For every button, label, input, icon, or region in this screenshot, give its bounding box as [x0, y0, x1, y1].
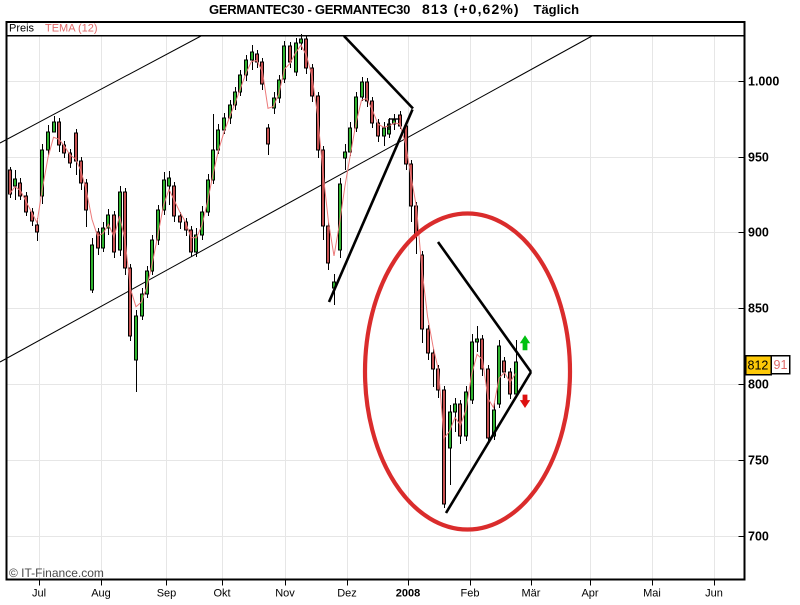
- svg-text:GERMANTEC30 - GERMANTEC30: GERMANTEC30 - GERMANTEC30: [209, 2, 410, 17]
- svg-text:950: 950: [748, 151, 769, 165]
- svg-text:Preis: Preis: [9, 23, 35, 35]
- svg-text:812: 812: [748, 359, 769, 373]
- svg-text:91: 91: [774, 358, 788, 372]
- svg-text:900: 900: [748, 226, 769, 240]
- svg-text:700: 700: [748, 530, 769, 544]
- svg-text:Jul: Jul: [32, 588, 46, 600]
- svg-text:Okt: Okt: [213, 588, 230, 600]
- svg-text:850: 850: [748, 302, 769, 316]
- svg-text:Apr: Apr: [581, 588, 598, 600]
- svg-text:Nov: Nov: [275, 588, 295, 600]
- svg-text:Mai: Mai: [643, 588, 661, 600]
- svg-text:TEMA (12): TEMA (12): [45, 23, 98, 35]
- svg-text:Täglich: Täglich: [534, 2, 580, 17]
- svg-text:Jun: Jun: [705, 588, 723, 600]
- svg-text:Sep: Sep: [157, 588, 177, 600]
- svg-text:800: 800: [748, 378, 769, 392]
- svg-text:Aug: Aug: [91, 588, 111, 600]
- svg-text:813 (+0,62%): 813 (+0,62%): [422, 1, 520, 17]
- svg-text:750: 750: [748, 454, 769, 468]
- svg-text:1.000: 1.000: [748, 75, 779, 89]
- svg-text:Feb: Feb: [461, 588, 480, 600]
- svg-text:© IT-Finance.com: © IT-Finance.com: [9, 566, 104, 580]
- svg-text:Mär: Mär: [522, 588, 541, 600]
- svg-text:Dez: Dez: [337, 588, 357, 600]
- svg-text:2008: 2008: [396, 588, 420, 600]
